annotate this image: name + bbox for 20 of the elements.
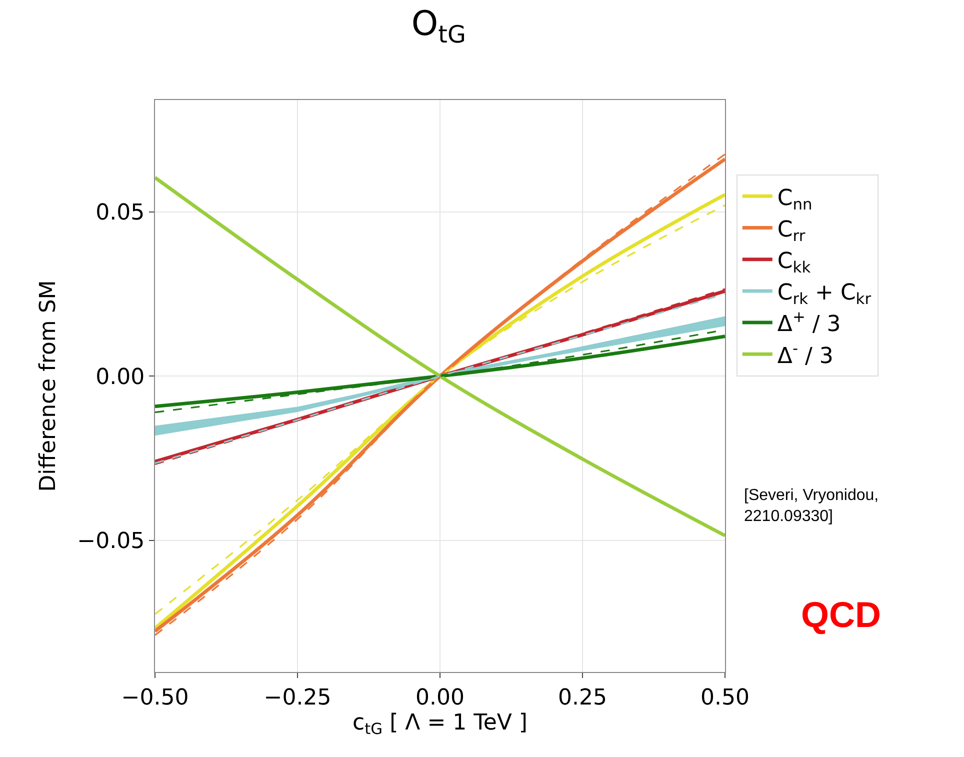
- y-tick-label: −0.05: [77, 529, 145, 554]
- x-tick-label: 0.00: [416, 685, 464, 710]
- x-tick-label: 0.25: [558, 685, 607, 710]
- line-series: [155, 176, 725, 538]
- y-axis-title: Difference from SM: [36, 280, 61, 492]
- legend-label: Δ$^{+}$ / 3: [777, 308, 841, 338]
- x-tick-label: 0.50: [700, 685, 750, 710]
- text: [Severi, Vryonidou, 2210.09330]: [744, 487, 879, 525]
- text: QCD: [801, 594, 881, 635]
- legend-label: C$_{kk}$: [777, 248, 811, 277]
- legend-label: C$_{rr}$: [777, 217, 806, 245]
- legend-label: Δ$^{-}$ / 3: [777, 340, 834, 369]
- x-tick-label: −0.25: [264, 685, 332, 710]
- legend-label: C$_{nn}$: [777, 186, 812, 214]
- chart-title: O$_{tG}$: [411, 4, 466, 48]
- y-tick-label: 0.00: [96, 364, 145, 390]
- x-axis-title: c$_{tG}$ [ Λ = 1 TeV ]: [352, 710, 528, 738]
- y-tick-label: 0.05: [96, 200, 145, 226]
- x-tick-label: −0.50: [121, 685, 189, 710]
- legend-label: C$_{rk}$ + C$_{kr}$: [777, 280, 872, 308]
